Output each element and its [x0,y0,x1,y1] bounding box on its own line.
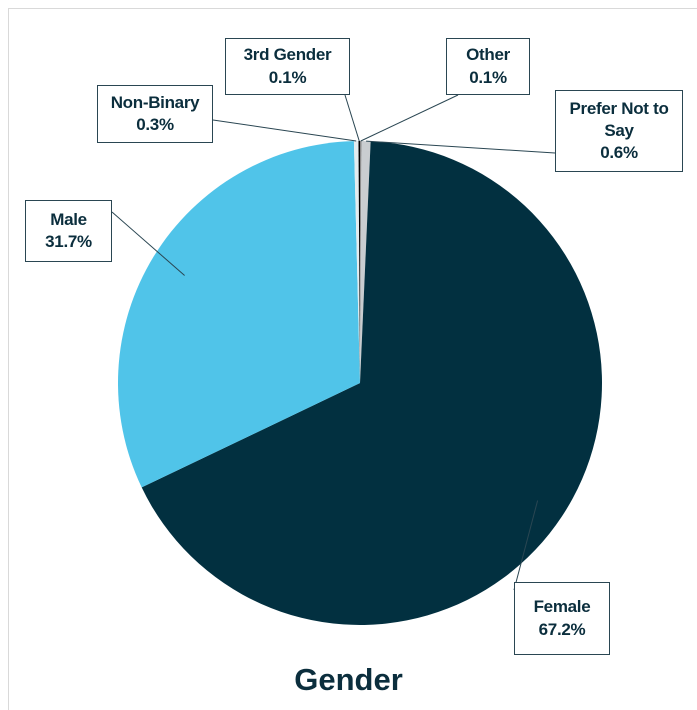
pie-slice [360,141,371,383]
leader-line [366,140,556,154]
value-label: 0.3% [136,115,174,134]
leader-line [344,94,360,142]
callout: Female 67.2% [514,582,610,655]
callout: Non-Binary 0.3% [97,85,213,143]
value-label: 67.2% [538,619,586,639]
pie-slice [141,141,602,626]
category-label: Other [466,45,510,65]
category-label: Female [533,597,591,617]
callout: Prefer Not to Say 0.6% [555,90,683,172]
pie-slice [117,141,360,488]
leader-line [513,500,539,591]
leader-line [212,119,357,142]
leader-line [360,94,459,142]
value-label: 0.1% [469,67,507,87]
category-label: Non-Binary [110,92,200,112]
frame [8,8,697,710]
callout: Other 0.1% [446,38,530,95]
category-label: Prefer Not to Say [569,98,669,140]
category-label: Male [50,209,87,229]
chart-title: Gender [294,662,403,697]
leader-line [111,211,185,276]
value-label: 31.7% [45,232,92,251]
value-label: 0.1% [268,67,307,87]
callout: Male 31.7% [25,200,112,262]
pie-slice [353,141,360,383]
callout: 3rd Gender 0.1% [225,38,350,95]
pie-slice [360,141,362,383]
value-label: 0.6% [600,143,638,163]
pie-slice [358,141,360,383]
category-label: 3rd Gender [243,45,332,65]
